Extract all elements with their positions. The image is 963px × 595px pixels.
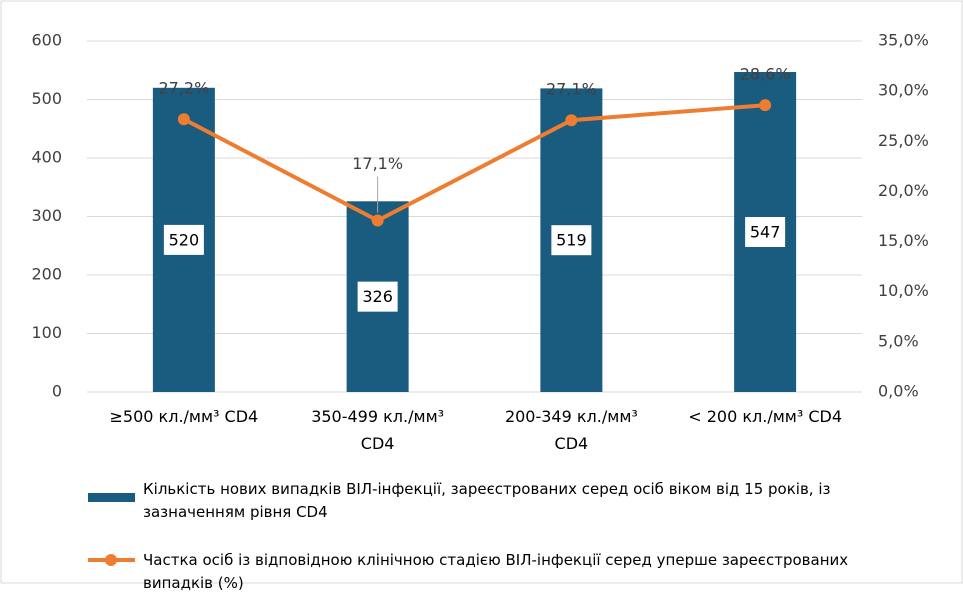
y2-tick-label: 20,0% <box>878 181 929 200</box>
y2-tick-label: 0,0% <box>878 382 919 401</box>
data-label: 519 <box>556 231 587 250</box>
y2-tick-label: 30,0% <box>878 81 929 100</box>
y-tick-label: 200 <box>31 265 62 284</box>
y-tick-label: 400 <box>31 148 62 167</box>
data-label-box <box>551 225 592 256</box>
y-tick-label: 100 <box>31 323 62 342</box>
y2-tick-label: 35,0% <box>878 31 929 50</box>
x-tick-label: < 200 кл./мм³ CD4 <box>688 407 843 426</box>
data-label: 27,1% <box>546 80 597 99</box>
line-marker <box>759 99 772 112</box>
line-marker <box>177 113 190 126</box>
y2-tick-label: 5,0% <box>878 331 919 350</box>
line-marker <box>371 214 384 227</box>
data-label-box <box>357 281 398 312</box>
data-label-box <box>163 224 204 255</box>
legend-bar-swatch <box>88 493 135 502</box>
y-tick-label: 500 <box>31 89 62 108</box>
line <box>182 103 766 223</box>
y-tick-label: 600 <box>31 31 62 50</box>
data-label: 547 <box>750 223 781 242</box>
y2-tick-label: 25,0% <box>878 131 929 150</box>
y-tick-label: 300 <box>31 206 62 225</box>
y2-tick-label: 15,0% <box>878 231 929 250</box>
data-label: 27,2% <box>158 79 209 98</box>
legend-label: Кількість нових випадків ВІЛ-інфекції, з… <box>143 480 831 521</box>
data-label: 326 <box>362 287 393 306</box>
data-label: 520 <box>169 230 200 249</box>
legend-label: Частка осіб із відповідною клінічною ста… <box>143 551 849 592</box>
data-label-box <box>745 217 786 248</box>
x-tick-label: 200-349 кл./мм³ CD4 <box>504 407 638 453</box>
legend-line-marker <box>105 554 117 566</box>
line-marker <box>565 114 578 127</box>
x-tick-label: 350-499 кл./мм³ CD4 <box>311 407 445 453</box>
data-label: 17,1% <box>352 154 403 173</box>
data-label: 28,6% <box>740 65 791 84</box>
y2-tick-label: 10,0% <box>878 281 929 300</box>
y-tick-label: 0 <box>52 382 62 401</box>
x-tick-label: ≥500 кл./мм³ CD4 <box>109 407 259 426</box>
